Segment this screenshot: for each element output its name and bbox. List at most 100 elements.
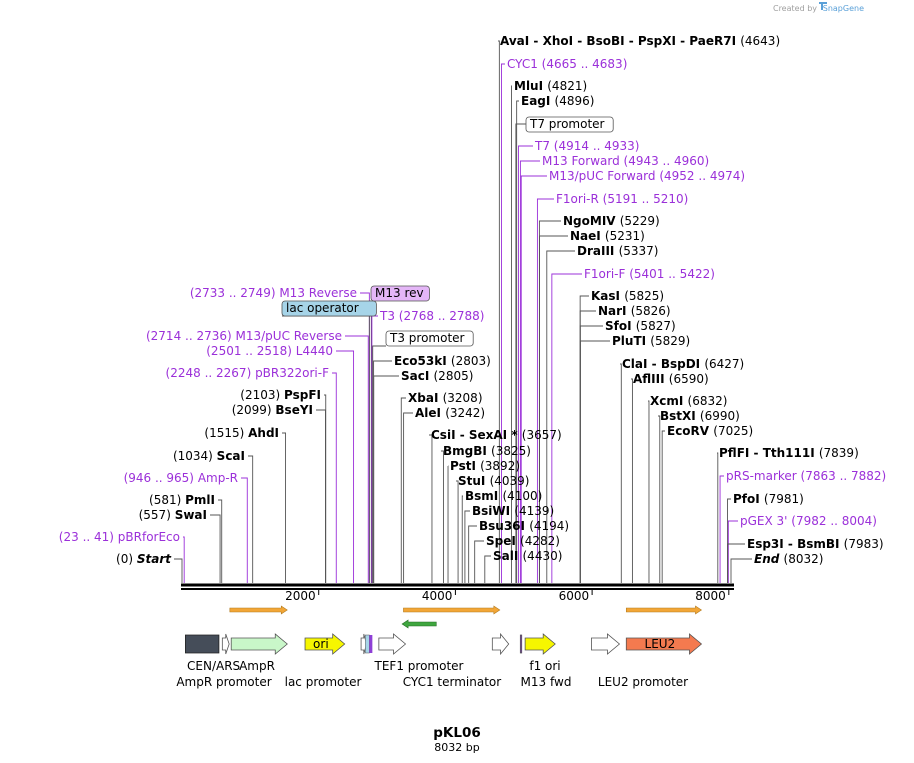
nari-name: NarI bbox=[598, 304, 631, 318]
leader-line bbox=[717, 452, 719, 583]
saci-label: SacI (2805) bbox=[401, 369, 473, 383]
pbr322ori-f-position: (2248 .. 2267) bbox=[166, 366, 256, 380]
pgex-3--name: pGEX 3' bbox=[740, 514, 791, 528]
pspfi-name: PspFI bbox=[284, 388, 321, 402]
eco53ki-position: (2803) bbox=[451, 354, 491, 368]
alei-label: AleI (3242) bbox=[415, 406, 485, 420]
leader-line bbox=[373, 360, 392, 583]
bmgbi-name: BmgBI bbox=[443, 444, 491, 458]
f1ori-f-label: F1ori-F (5401 .. 5422) bbox=[584, 267, 715, 281]
ampr-promoter-label: AmpR promoter bbox=[176, 675, 271, 689]
amp-r-name: Amp-R bbox=[198, 471, 238, 485]
csii-sexai--label: CsiI - SexAI * (3657) bbox=[431, 428, 562, 442]
eagi-name: EagI bbox=[521, 94, 555, 108]
m13-puc-forward-position: (4952 .. 4974) bbox=[659, 169, 745, 183]
psti-label: PstI (3892) bbox=[450, 459, 520, 473]
pfoi-position: (7981) bbox=[764, 492, 804, 506]
psti-position: (3892) bbox=[480, 459, 520, 473]
m13-fwd-feature bbox=[519, 634, 523, 654]
prs-marker-name: pRS-marker bbox=[726, 469, 801, 483]
nari-label: NarI (5826) bbox=[598, 304, 671, 318]
alei-name: AleI bbox=[415, 406, 445, 420]
spei-label: SpeI (4282) bbox=[486, 534, 560, 548]
pluti-name: PluTI bbox=[612, 334, 650, 348]
leu2-feature bbox=[625, 633, 703, 655]
bmgbi-label: BmgBI (3825) bbox=[443, 444, 531, 458]
leader-line bbox=[546, 250, 575, 583]
dna-backbone bbox=[181, 583, 734, 590]
esp3i-bsmbi-position: (7983) bbox=[844, 537, 884, 551]
operon-arrows bbox=[229, 605, 703, 629]
eco53ki-label: Eco53kI (2803) bbox=[394, 354, 491, 368]
stui-label: StuI (4039) bbox=[458, 474, 529, 488]
m13-forward-name: M13 Forward bbox=[542, 154, 624, 168]
m13-rev-label: M13 rev bbox=[375, 286, 424, 300]
m13-fwd-label: M13 fwd bbox=[521, 675, 572, 689]
leader-line bbox=[579, 340, 610, 583]
leader-line bbox=[648, 400, 650, 583]
leader-line bbox=[579, 310, 596, 583]
l4440-label: (2501 .. 2518) L4440 bbox=[206, 344, 333, 358]
t7-promoter-label: T7 promoter bbox=[529, 117, 605, 131]
naei-label: NaeI (5231) bbox=[570, 229, 645, 243]
pflfi-tth111i-position: (7839) bbox=[819, 446, 859, 460]
snapgene-icon bbox=[819, 2, 827, 10]
f1ori-r-label: F1ori-R (5191 .. 5210) bbox=[556, 192, 688, 206]
ngomiv-label: NgoMIV (5229) bbox=[563, 214, 660, 228]
lac-operator-mark bbox=[365, 634, 370, 654]
t7-position: (4914 .. 4933) bbox=[554, 139, 640, 153]
bstxi-name: BstXI bbox=[660, 409, 700, 423]
ampr-feature bbox=[230, 633, 288, 655]
ecorv-label: EcoRV (7025) bbox=[667, 424, 753, 438]
start-position: (0) bbox=[116, 552, 137, 566]
leader-line bbox=[484, 555, 491, 583]
sfoi-label: SfoI (5827) bbox=[605, 319, 676, 333]
amp-r-position: (946 .. 965) bbox=[124, 471, 198, 485]
avai-xhoi-bsobi-pspxi-paer7i-label: AvaI - XhoI - BsoBI - PspXI - PaeR7I (46… bbox=[500, 34, 780, 48]
feature-track: CEN/ARS AmpR promoter AmpR ori lac promoter T… bbox=[176, 632, 703, 689]
leader-line bbox=[282, 432, 287, 583]
ruler-label: 2000 bbox=[285, 589, 316, 603]
bstxi-label: BstXI (6990) bbox=[660, 409, 740, 423]
stui-name: StuI bbox=[458, 474, 490, 488]
t7-label: T7 (4914 .. 4933) bbox=[534, 139, 639, 153]
alei-position: (3242) bbox=[445, 406, 485, 420]
avai-xhoi-bsobi-pspxi-paer7i-position: (4643) bbox=[740, 34, 780, 48]
bsiwi-name: BsiWI bbox=[472, 504, 514, 518]
leader-line bbox=[498, 40, 500, 583]
lac-promoter-label: lac promoter bbox=[285, 675, 362, 689]
pmli-position: (581) bbox=[149, 493, 185, 507]
end-name: End bbox=[754, 552, 784, 566]
m13-rev-box bbox=[370, 285, 430, 302]
pbr322ori-f-label: (2248 .. 2267) pBR322ori-F bbox=[166, 366, 330, 380]
pmli-label: (581) PmlI bbox=[149, 493, 215, 507]
bsiwi-label: BsiWI (4139) bbox=[472, 504, 554, 518]
pfoi-name: PfoI bbox=[733, 492, 764, 506]
csii-sexai--position: (3657) bbox=[522, 428, 562, 442]
leader-line bbox=[719, 475, 724, 583]
f1-ori-label: f1 ori bbox=[529, 659, 560, 673]
cyc1-position: (4665 .. 4683) bbox=[542, 57, 628, 71]
bmgbi-position: (3825) bbox=[491, 444, 531, 458]
operon-arrow bbox=[229, 605, 288, 615]
csii-sexai--name: CsiI - SexAI * bbox=[431, 428, 522, 442]
leader-lines bbox=[174, 40, 752, 583]
f1ori-f-name: F1ori-F bbox=[584, 267, 629, 281]
mlui-label: MluI (4821) bbox=[514, 79, 587, 93]
scai-position: (1034) bbox=[173, 449, 217, 463]
f1-ori-feature bbox=[524, 633, 556, 655]
bstxi-position: (6990) bbox=[700, 409, 740, 423]
tef1-promoter-label: TEF1 promoter bbox=[374, 659, 464, 673]
eagi-position: (4896) bbox=[555, 94, 595, 108]
pgex-3--position: (7982 .. 8004) bbox=[791, 514, 877, 528]
pflfi-tth111i-name: PflFI - Tth111I bbox=[719, 446, 819, 460]
leader-line bbox=[183, 536, 185, 583]
leader-line bbox=[403, 412, 413, 583]
leader-line bbox=[241, 477, 248, 583]
leader-line bbox=[210, 514, 221, 583]
afliii-label: AflIII (6590) bbox=[633, 372, 709, 386]
m13-puc-forward-name: M13/pUC Forward bbox=[549, 169, 659, 183]
mlui-position: (4821) bbox=[547, 79, 587, 93]
bsmi-label: BsmI (4100) bbox=[465, 489, 542, 503]
bsu36i-name: Bsu36I bbox=[479, 519, 529, 533]
